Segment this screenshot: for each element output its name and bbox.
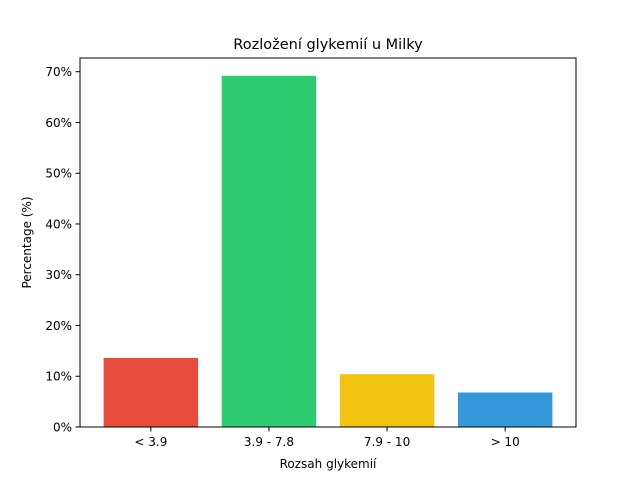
bars-layer <box>103 75 553 428</box>
x-axis-ticks: < 3.9 3.9 - 7.8 7.9 - 10 > 10 <box>134 427 520 449</box>
y-axis-label: Percentage (%) <box>20 196 34 288</box>
y-axis-ticks: 0% 10% 20% 30% 40% 50% 60% 70% <box>45 65 80 435</box>
bar-2-3-9-7-8 <box>221 75 317 428</box>
y-tick-label: 10% <box>45 370 72 384</box>
bar-1-3-9 <box>103 357 199 427</box>
y-tick-label: 20% <box>45 319 72 333</box>
y-tick-label: 0% <box>53 421 72 435</box>
y-tick-label: 40% <box>45 217 72 231</box>
chart-title: Rozložení glykemií u Milky <box>233 37 423 53</box>
bar-4-10 <box>457 392 553 427</box>
x-tick-label: < 3.9 <box>134 435 167 449</box>
y-tick-label: 30% <box>45 268 72 282</box>
x-axis-label: Rozsah glykemií <box>280 457 377 471</box>
y-tick-label: 70% <box>45 65 72 79</box>
x-tick-label: 3.9 - 7.8 <box>244 435 294 449</box>
x-tick-label: 7.9 - 10 <box>364 435 410 449</box>
plot-frame <box>79 57 577 428</box>
y-tick-label: 50% <box>45 167 72 181</box>
y-tick-label: 60% <box>45 116 72 130</box>
x-tick-label: > 10 <box>491 435 520 449</box>
bar-3-7-9-10 <box>339 374 435 427</box>
